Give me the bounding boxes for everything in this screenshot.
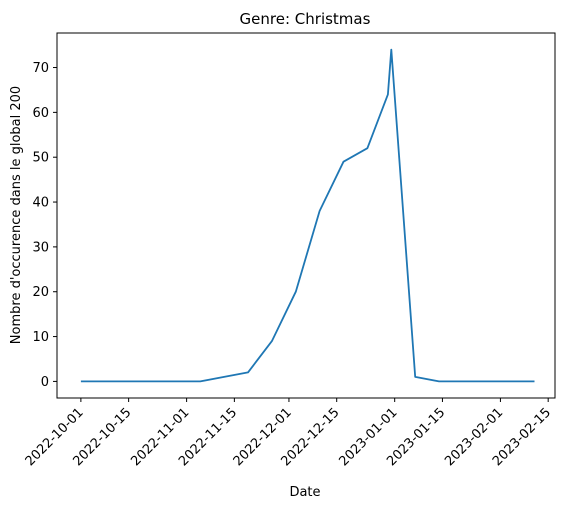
y-tick-label: 50 [32,151,49,166]
y-tick-label: 70 [32,61,49,76]
y-axis-label: Nombre d'occurence dans le global 200 [9,86,24,344]
y-tick-label: 10 [32,330,49,345]
plot-area-frame [56,32,556,399]
y-tick-label: 40 [32,196,49,211]
y-tick-label: 0 [41,375,49,390]
y-tick-label: 30 [32,240,49,255]
series-line [80,48,535,383]
y-axis-ticks: 0 10 20 30 40 50 60 70 [32,61,57,390]
x-axis-ticks: 2022-10-012022-10-152022-11-012022-11-15… [23,398,554,469]
series-group [80,48,535,383]
y-tick-label: 20 [32,285,49,300]
x-axis-label: Date [289,485,320,500]
y-tick-label: 60 [32,106,49,121]
chart-title: Genre: Christmas [240,10,371,28]
